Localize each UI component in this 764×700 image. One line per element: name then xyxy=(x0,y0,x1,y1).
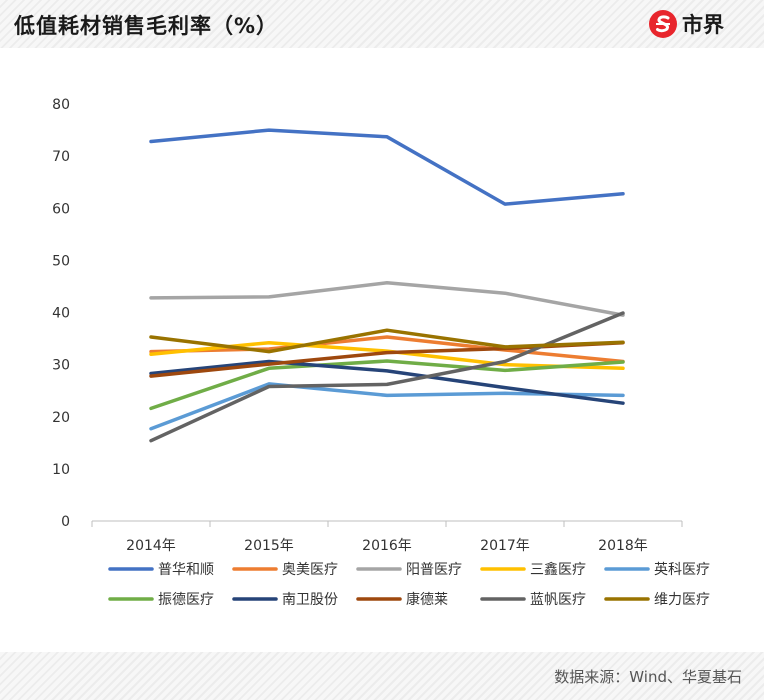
legend-label: 三鑫医疗 xyxy=(530,561,586,578)
legend-label: 康德莱 xyxy=(406,591,448,608)
series-line-2 xyxy=(149,335,625,364)
page-title: 低值耗材销售毛利率（%） xyxy=(14,14,279,38)
plot-lines xyxy=(149,128,625,443)
y-tick-label: 10 xyxy=(52,462,70,478)
legend-label: 维力医疗 xyxy=(654,592,710,608)
series-line-9 xyxy=(149,311,625,443)
x-tick-label: 2016年 xyxy=(362,538,412,554)
y-tick-label: 40 xyxy=(52,306,70,322)
series-line-3 xyxy=(149,281,625,317)
legend-label: 英科医疗 xyxy=(654,561,710,578)
y-tick-label: 20 xyxy=(52,410,70,426)
x-axis: 2014年 2015年 2016年 2017年 2018年 xyxy=(91,520,683,554)
legend-label: 普华和顺 xyxy=(158,562,214,578)
y-tick-label: 70 xyxy=(52,149,70,165)
footer-band xyxy=(0,652,764,700)
legend-label: 蓝帆医疗 xyxy=(530,592,586,608)
y-axis-labels: 0 10 20 30 40 50 60 70 80 xyxy=(52,97,70,530)
x-tick-label: 2018年 xyxy=(598,538,648,554)
logo-text: 市界 xyxy=(682,13,724,37)
series-line-7 xyxy=(149,359,625,405)
y-tick-label: 0 xyxy=(61,514,70,530)
header-band xyxy=(0,0,764,48)
s-circle-icon xyxy=(649,10,677,38)
legend-label: 阳普医疗 xyxy=(406,562,462,578)
series-line-10 xyxy=(149,328,625,354)
x-tick-label: 2017年 xyxy=(480,538,530,554)
x-tick-label: 2014年 xyxy=(126,538,176,554)
legend-label: 振德医疗 xyxy=(158,592,214,608)
y-tick-label: 60 xyxy=(52,201,70,217)
y-tick-label: 80 xyxy=(52,97,70,113)
legend-label: 奥美医疗 xyxy=(282,561,338,578)
series-line-1 xyxy=(149,128,625,206)
series-line-6 xyxy=(149,359,625,411)
y-tick-label: 30 xyxy=(52,358,70,374)
logo: 市界 xyxy=(648,8,724,40)
source-note: 数据来源：Wind、华夏基石 xyxy=(554,668,742,686)
legend-label: 南卫股份 xyxy=(282,592,338,608)
x-tick-label: 2015年 xyxy=(244,538,294,554)
y-tick-label: 50 xyxy=(52,253,70,269)
